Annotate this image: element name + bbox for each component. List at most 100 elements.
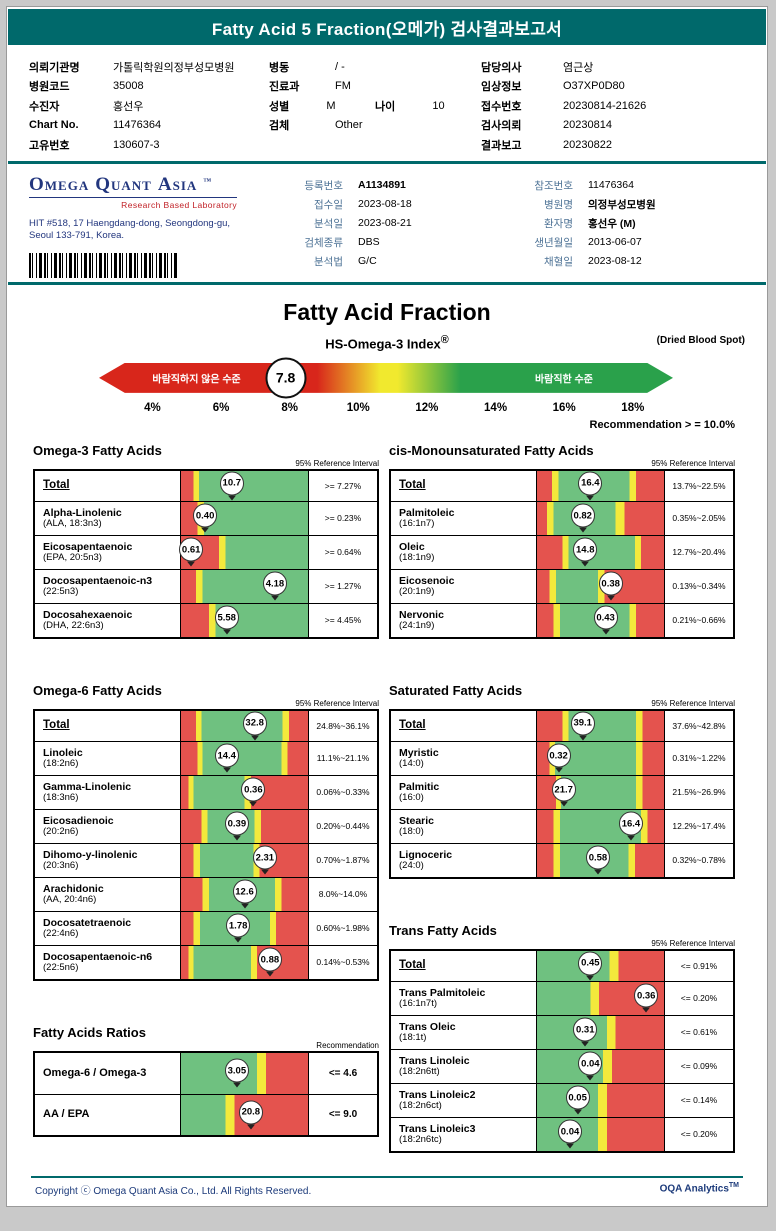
value-marker: 0.04 [578,1051,603,1081]
reference-interval: 24.8%~36.1% [316,720,370,731]
fatty-acid-name-cell: Myristic (14:0) [391,741,537,775]
value-marker: 21.7 [551,777,576,807]
patient-info-value: 11476364 [113,119,162,132]
fatty-acid-bar: 21.7 [537,775,665,809]
fatty-acid-code: (16:1n7) [399,518,435,530]
patient-info-row: 검사의뢰 20230814 [481,116,745,136]
fatty-acid-name-cell: Trans Linoleic3 (18:2n6tc) [391,1117,537,1151]
lab-field-label: 접수일 [314,198,343,211]
reference-interval: 0.13%~0.34% [672,581,726,592]
patient-info-row: 검체 Other [269,116,481,136]
fatty-acid-name: Omega-6 / Omega-3 [43,1066,147,1079]
fatty-acid-code: (20:1n9) [399,586,435,598]
index-note: (Dried Blood Spot) [656,334,745,346]
reference-interval: <= 0.14% [680,1095,718,1106]
value-circle: 0.38 [598,571,623,596]
index-gauge: 바람직하지 않은 수준 바람직한 수준 [99,362,673,393]
lab-field-row: 등록번호 A1134891 [279,176,509,195]
value-tick-icon [234,937,243,943]
fatty-acid-row: Docosapentaenoic-n3 (22:5n3) 4.18 >= 1.27% [35,568,377,603]
patient-col-left: 의뢰기관명 가톨릭학원의정부성모병원 병원코드 35008 수진자 홍선우 Chart No… [29,57,269,155]
patient-info-row: 결과보고 20230822 [481,135,745,155]
fatty-acid-code: (24:1n9) [399,620,435,632]
value-circle: 0.43 [593,605,618,630]
reference-header: 95% Reference Interval [651,698,735,708]
value-circle: 0.32 [546,743,571,768]
reference-interval: <= 4.6 [328,1067,358,1079]
patient-info-label: 접수번호 [481,100,522,113]
reference-interval: <= 0.20% [680,1129,718,1140]
fatty-acid-code: (20:2n6) [43,826,79,838]
fatty-acid-row: Arachidonic (AA, 20:4n6) 12.6 8.0%~14.0% [35,876,377,911]
fatty-acid-name-cell: Eicosenoic (20:1n9) [391,569,537,603]
fatty-acid-bar: 39.1 [537,710,665,741]
reference-interval: 0.14%~0.53% [316,957,370,968]
lab-field-row: 참조번호 11476364 [509,176,739,195]
fatty-acid-table: Omega-6 / Omega-3 3.05 <= 4.6 AA / EPA 20.8 <… [33,1050,379,1137]
value-tick-icon [222,629,231,635]
fatty-acid-row: Myristic (14:0) 0.32 0.31%~1.22% [391,740,733,775]
patient-info-row: 진료과 FM [269,77,481,97]
fatty-acid-name: Oleic [399,540,425,553]
fatty-acid-bar: 3.05 [181,1052,309,1094]
patient-info-value: 20230822 [563,138,612,151]
patient-info-row: 병동 / - [269,57,481,77]
lab-field-row: 채혈일 2023-08-12 [509,252,739,271]
lab-field-label: 분석일 [314,217,343,230]
gauge-tick-label: 14% [484,401,508,414]
reference-interval: 8.0%~14.0% [318,889,368,900]
fatty-acid-row: Linoleic (18:2n6) 14.4 11.1%~21.1% [35,740,377,775]
fatty-acid-name-cell: Oleic (18:1n9) [391,535,537,569]
fatty-acid-row: Dihomo-y-linolenic (20:3n6) 2.31 0.70%~1.87… [35,842,377,877]
value-marker: 0.40 [193,503,218,533]
value-circle: 2.31 [252,845,277,870]
fatty-acid-bar: 12.6 [181,877,309,911]
fatty-acid-name-cell: Trans Oleic (18:1t) [391,1015,537,1049]
patient-info-value: 20230814-21626 [563,99,647,112]
gauge-tick-label: 10% [346,401,370,414]
value-circle: 5.58 [214,605,239,630]
fatty-acid-bar: 0.82 [537,501,665,535]
fatty-acid-bar: 0.36 [537,981,665,1015]
index-title: HS-Omega-3 Index [325,335,441,351]
reference-interval: >= 0.64% [324,547,362,558]
fatty-acid-row: Alpha-Linolenic (ALA, 18:3n3) 0.40 >= 0.23% [35,500,377,535]
value-marker: 0.32 [546,743,571,773]
charts-column-right: cis-Monounsaturated Fatty Acids 95% Refe… [389,443,737,1153]
fatty-acid-name-cell: Omega-6 / Omega-3 [35,1052,181,1094]
fatty-acid-row: Trans Linoleic3 (18:2n6tc) 0.04 <= 0.20% [391,1116,733,1151]
fatty-acid-row: Eicosapentaenoic (EPA, 20:5n3) 0.61 >= 0.64… [35,534,377,569]
value-circle: 0.40 [193,503,218,528]
fatty-acid-name: Trans Oleic [399,1020,456,1033]
reference-interval: 0.32%~0.78% [672,855,726,866]
lab-field-label: 병원명 [544,198,573,211]
fatty-acid-name: Myristic [399,746,439,759]
logo-word: ASIA [157,173,198,195]
value-marker: 0.36 [634,983,659,1013]
fatty-acid-bar: 5.58 [181,603,309,637]
value-tick-icon [606,595,615,601]
reference-interval: 0.70%~1.87% [316,855,370,866]
patient-info-value: 20230814 [563,119,612,132]
index-recommendation: Recommendation > = 10.0% [589,418,736,431]
section-title: Saturated Fatty Acids [389,682,523,698]
value-marker: 0.39 [224,811,249,841]
gauge-tick-label: 4% [144,401,161,414]
gauge-tick-label: 8% [281,401,298,414]
patient-info-label: 고유번호 [29,139,70,152]
section-title: Fatty Acids Ratios [33,1024,146,1040]
fatty-acid-code: (14:0) [399,758,424,770]
reference-interval: 0.60%~1.98% [316,923,370,934]
lab-field-value: 2023-08-12 [588,255,642,267]
value-marker: 3.05 [224,1058,249,1088]
reference-interval: 0.31%~1.22% [672,753,726,764]
footer: Copyright ⓒ Omega Quant Asia Co., Ltd. A… [35,1182,739,1197]
value-circle: 0.58 [585,845,610,870]
lab-address-line2: Seoul 133-791, Korea. [29,229,125,241]
value-tick-icon [581,561,590,567]
fatty-acid-row: AA / EPA 20.8 <= 9.0 [35,1093,377,1135]
value-circle: 20.8 [238,1100,263,1125]
fatty-acid-name-cell: Total [391,470,537,501]
fatty-acid-row: Total 10.7 >= 7.27% [35,470,377,501]
value-tick-icon [586,975,595,981]
